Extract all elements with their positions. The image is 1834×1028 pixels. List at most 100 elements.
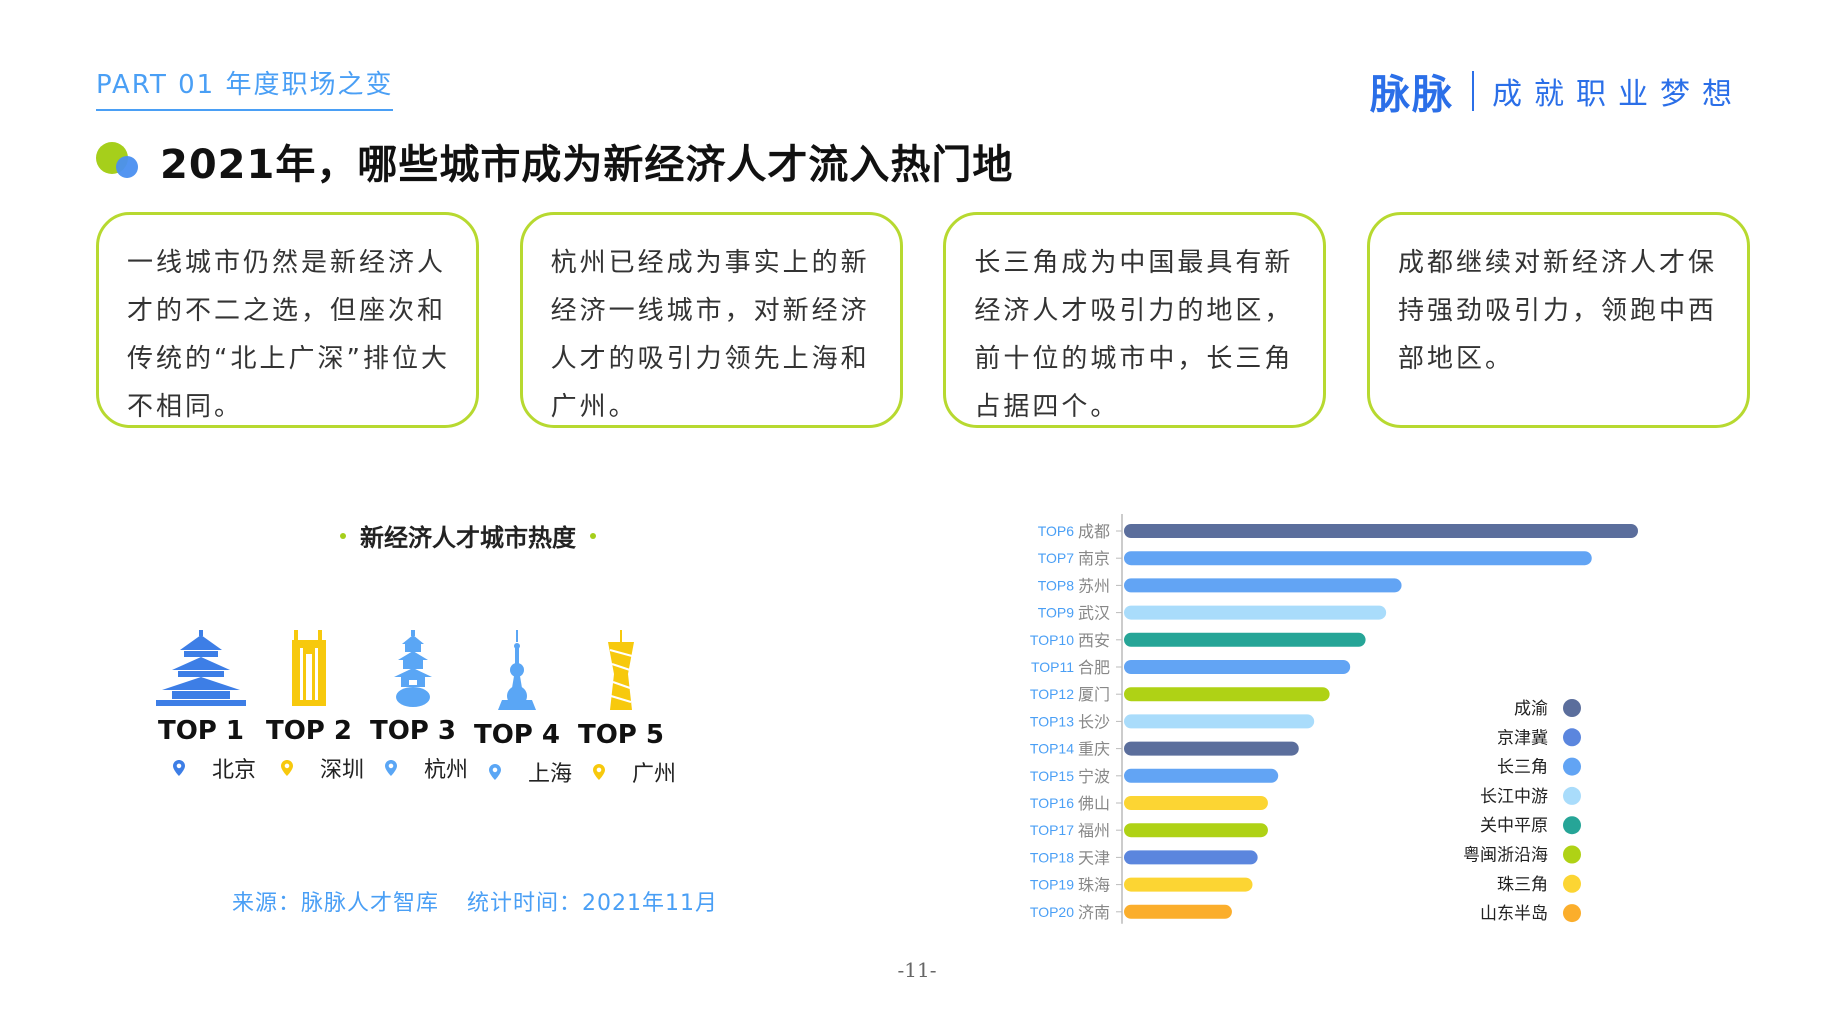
bar-city-label: 重庆 <box>1078 740 1110 759</box>
top-rank-1: TOP 1 <box>157 716 245 746</box>
bar-rank-label: TOP10 <box>1030 632 1074 648</box>
heat-title-text: 新经济人才城市热度 <box>360 524 576 552</box>
brand-logo: 脉脉 <box>1370 72 1454 118</box>
dot-icon <box>340 532 346 539</box>
bar-city-label: 佛山 <box>1078 794 1110 813</box>
legend-label: 长三角 <box>1497 758 1548 778</box>
top-city-5: TOP 5 广州 <box>566 630 676 788</box>
dot-icon <box>590 532 596 539</box>
title-row: 2021年，哪些城市成为新经济人才流入热门地 <box>96 132 1013 190</box>
legend-swatch <box>1563 728 1581 747</box>
bar-rank-label: TOP20 <box>1030 904 1074 920</box>
bar <box>1124 877 1253 892</box>
top-city-name-3: 杭州 <box>358 752 468 784</box>
bar-rank-label: TOP13 <box>1030 713 1074 729</box>
bar-city-label: 济南 <box>1078 903 1110 922</box>
top-rank-5: TOP 5 <box>577 720 665 750</box>
bar <box>1124 524 1638 538</box>
bar-rank-label: TOP9 <box>1038 605 1075 621</box>
location-pin-icon <box>280 760 293 776</box>
bar-rank-label: TOP15 <box>1030 768 1074 784</box>
location-pin-icon <box>592 764 605 780</box>
bar-city-label: 宁波 <box>1078 767 1110 786</box>
bar-rank-label: TOP12 <box>1030 686 1074 702</box>
location-pin-icon <box>172 760 185 776</box>
legend-swatch <box>1563 904 1581 923</box>
top-rank-2: TOP 2 <box>265 716 353 746</box>
legend-label: 京津冀 <box>1497 728 1548 748</box>
top-city-name-2: 深圳 <box>254 752 364 784</box>
top-city-3: TOP 3 杭州 <box>358 630 468 784</box>
bar-rank-label: TOP7 <box>1038 550 1075 566</box>
bar-rank-label: TOP11 <box>1031 659 1074 675</box>
oriental-pearl-tower-icon <box>498 630 536 710</box>
bar <box>1124 741 1299 756</box>
source-label: 来源：脉脉人才智库 <box>232 891 440 916</box>
top-city-name-5: 广州 <box>566 756 676 788</box>
city-label: 深圳 <box>319 758 364 783</box>
brand: 脉脉 成就职业梦想 <box>1370 62 1744 120</box>
bar-city-label: 合肥 <box>1078 658 1110 677</box>
top-city-2: TOP 2 深圳 <box>254 630 364 784</box>
bar-city-label: 福州 <box>1078 821 1110 840</box>
bar <box>1124 904 1232 919</box>
bar-rank-label: TOP18 <box>1030 849 1074 865</box>
brand-slogan: 成就职业梦想 <box>1492 77 1744 112</box>
city-label: 广州 <box>631 762 676 787</box>
pagoda-icon <box>394 630 432 707</box>
bar <box>1124 660 1351 674</box>
city-label: 上海 <box>527 762 572 787</box>
heat-title: 新经济人才城市热度 <box>326 518 610 553</box>
bar <box>1124 632 1366 647</box>
bar-rank-label: TOP14 <box>1030 741 1074 757</box>
bar <box>1124 823 1268 838</box>
insight-cards: 一线城市仍然是新经济人才的不二之选，但座次和传统的“北上广深”排位大不相同。 杭… <box>96 212 1750 428</box>
legend-label: 成渝 <box>1514 699 1548 719</box>
location-pin-icon <box>488 764 501 780</box>
bar-rank-label: TOP8 <box>1038 577 1075 593</box>
temple-of-heaven-icon <box>156 630 246 706</box>
legend-swatch <box>1563 845 1581 864</box>
city-heat-panel: 新经济人才城市热度 TOP 1 北京 <box>96 500 856 940</box>
bar-rank-label: TOP17 <box>1030 822 1074 838</box>
bar-rank-label: TOP19 <box>1030 877 1074 893</box>
bar <box>1124 850 1258 865</box>
canton-tower-icon <box>608 630 634 710</box>
top-rank-3: TOP 3 <box>369 716 457 746</box>
bar <box>1124 605 1387 620</box>
insight-card-2: 杭州已经成为事实上的新经济一线城市，对新经济人才的吸引力领先上海和广州。 <box>519 212 903 428</box>
legend-label: 粤闽浙沿海 <box>1463 846 1548 866</box>
legend-swatch <box>1563 874 1581 893</box>
brand-divider <box>1472 71 1474 111</box>
legend-label: 山东半岛 <box>1480 904 1548 924</box>
top-city-4: TOP 4 上海 <box>462 630 572 788</box>
legend-label: 珠三角 <box>1497 875 1548 895</box>
source-note: 来源：脉脉人才智库 统计时间：2021年11月 <box>232 885 746 917</box>
twin-towers-icon <box>292 630 326 706</box>
bar-city-label: 厦门 <box>1078 685 1110 704</box>
insight-card-4: 成都继续对新经济人才保持强劲吸引力，领跑中西部地区。 <box>1366 212 1750 428</box>
legend-label: 关中平原 <box>1480 816 1548 836</box>
bar-rank-label: TOP6 <box>1038 523 1075 539</box>
bar-city-label: 珠海 <box>1078 876 1110 895</box>
bubbles-icon <box>96 138 142 184</box>
top-city-name-4: 上海 <box>462 756 572 788</box>
bar-city-label: 长沙 <box>1078 712 1110 731</box>
location-pin-icon <box>384 760 397 776</box>
city-label: 杭州 <box>423 758 468 783</box>
legend-label: 长江中游 <box>1480 787 1548 807</box>
legend-swatch <box>1563 699 1581 717</box>
legend-swatch <box>1563 757 1581 776</box>
time-label: 统计时间：2021年11月 <box>467 891 718 916</box>
bar-city-label: 南京 <box>1078 549 1110 568</box>
bar-city-label: 苏州 <box>1078 576 1110 595</box>
part-label: PART 01 年度职场之变 <box>96 64 394 111</box>
top-city-1: TOP 1 北京 <box>146 630 256 784</box>
top-city-name-1: 北京 <box>146 752 256 784</box>
bar-city-label: 成都 <box>1078 522 1110 541</box>
insight-card-3: 长三角成为中国最具有新经济人才吸引力的地区，前十位的城市中，长三角占据四个。 <box>943 212 1327 428</box>
top-rank-4: TOP 4 <box>473 720 561 750</box>
page-title: 2021年，哪些城市成为新经济人才流入热门地 <box>160 142 1014 188</box>
page-number: -11- <box>897 958 937 982</box>
